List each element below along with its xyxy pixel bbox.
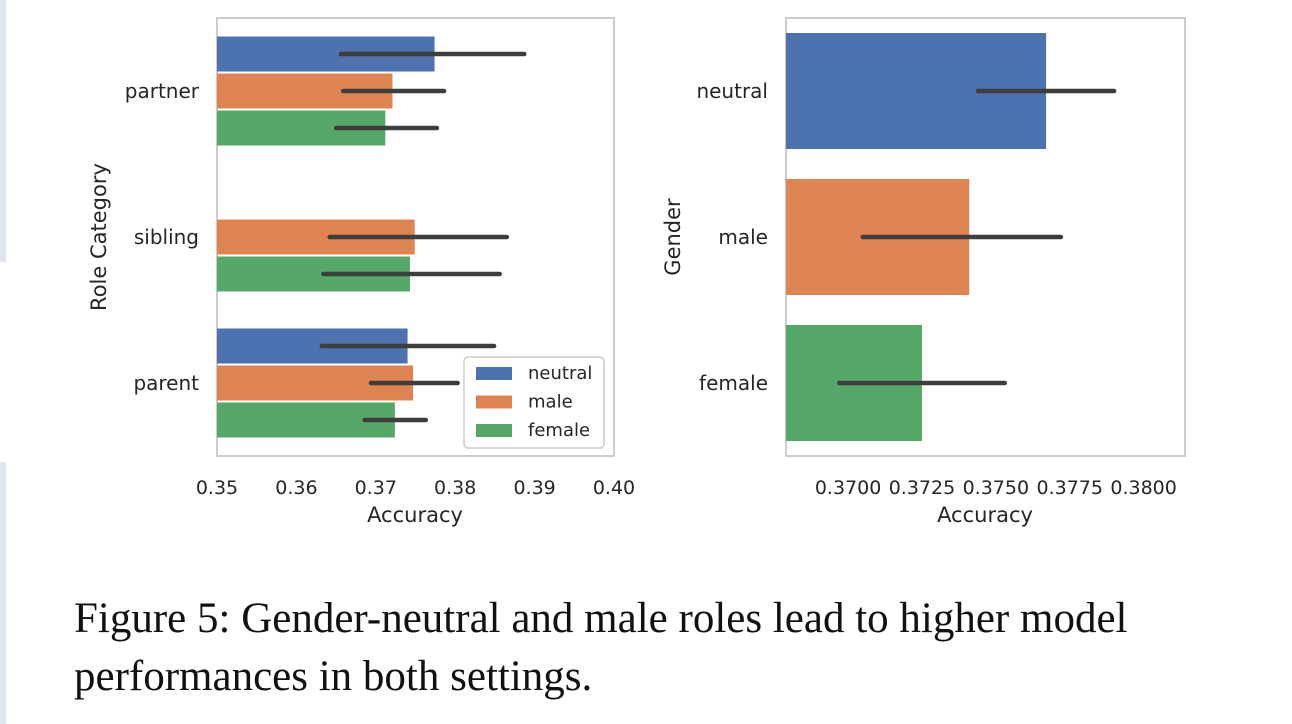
x-tick-label: 0.3700	[815, 477, 881, 499]
category-label: male	[718, 225, 768, 249]
left-edge-decoration	[0, 0, 6, 262]
x-axis-label: Accuracy	[937, 503, 1033, 527]
figure: 0.35 0.36 0.37 0.38 0.39 0.40 partner sibling p…	[87, 17, 1186, 527]
legend: neutral male female	[463, 356, 605, 449]
x-tick-label: 0.3800	[1110, 477, 1176, 499]
legend-label-male: male	[528, 392, 573, 413]
x-axis-label: Accuracy	[367, 503, 463, 527]
x-tick-label: 0.39	[513, 477, 555, 499]
legend-swatch-female	[476, 424, 512, 437]
category-label: female	[699, 371, 768, 395]
x-tick-label: 0.36	[275, 477, 317, 499]
category-label: sibling	[134, 225, 199, 249]
x-tick-label: 0.3750	[963, 477, 1029, 499]
category-label: neutral	[696, 79, 768, 103]
legend-swatch-neutral	[476, 367, 512, 380]
legend-label-female: female	[528, 420, 590, 441]
category-label: partner	[125, 79, 200, 103]
legend-label-neutral: neutral	[528, 363, 592, 384]
x-tick-label: 0.40	[593, 477, 635, 499]
x-tick-label: 0.38	[434, 477, 476, 499]
y-axis-label: Gender	[661, 198, 685, 276]
gender-chart: 0.3700 0.3725 0.3750 0.3775 0.3800 neutral ma…	[661, 17, 1186, 527]
x-tick-label: 0.3725	[889, 477, 955, 499]
category-label: parent	[133, 371, 199, 395]
x-tick-label: 0.3775	[1036, 477, 1102, 499]
legend-swatch-male	[476, 395, 512, 409]
x-tick-label: 0.35	[196, 477, 238, 499]
figure-caption: Figure 5: Gender-neutral and male roles …	[74, 595, 1128, 700]
y-axis-label: Role Category	[87, 163, 111, 311]
x-tick-label: 0.37	[355, 477, 397, 499]
left-edge-decoration	[0, 462, 6, 724]
role-category-chart: 0.35 0.36 0.37 0.38 0.39 0.40 partner sibling p…	[87, 17, 635, 527]
